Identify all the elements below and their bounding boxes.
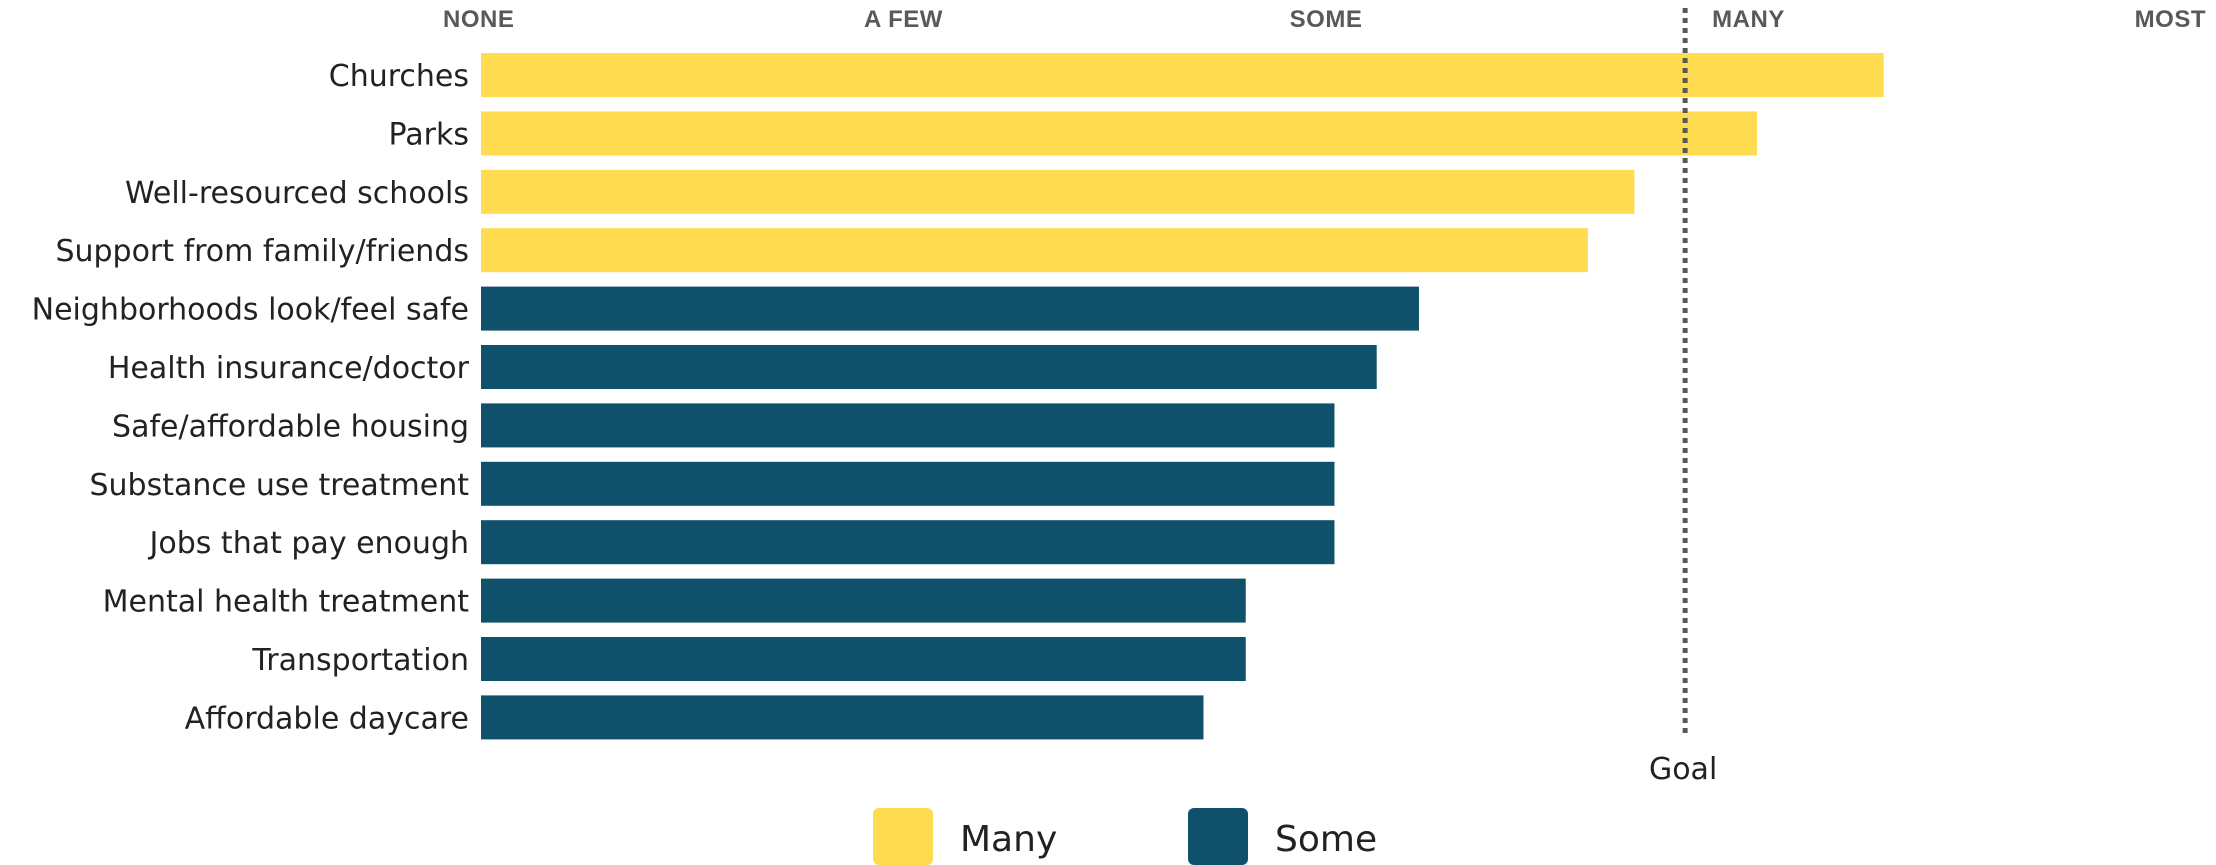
bar bbox=[481, 111, 1757, 156]
legend-label: Many bbox=[960, 819, 1057, 860]
bar bbox=[481, 403, 1335, 448]
category-label: Support from family/friends bbox=[55, 234, 469, 269]
bar bbox=[481, 695, 1204, 740]
bar bbox=[481, 286, 1419, 331]
category-label: Parks bbox=[389, 117, 469, 152]
legend-label: Some bbox=[1275, 819, 1377, 860]
category-label: Neighborhoods look/feel safe bbox=[32, 293, 469, 328]
category-label: Jobs that pay enough bbox=[148, 526, 469, 561]
category-label: Churches bbox=[329, 59, 469, 94]
bar bbox=[481, 228, 1588, 273]
category-label: Substance use treatment bbox=[89, 468, 469, 503]
bar bbox=[481, 169, 1635, 214]
bar bbox=[481, 345, 1377, 389]
bar bbox=[481, 461, 1335, 506]
bar bbox=[481, 53, 1884, 97]
legend-swatch bbox=[873, 808, 933, 865]
bar bbox=[481, 637, 1246, 681]
category-label: Mental health treatment bbox=[103, 585, 470, 620]
bar bbox=[481, 520, 1335, 565]
category-label: Transportation bbox=[251, 643, 469, 678]
goal-label: Goal bbox=[1649, 752, 1717, 787]
legend-swatch bbox=[1188, 808, 1248, 865]
bar bbox=[481, 578, 1246, 623]
x-tick-label: SOME bbox=[1290, 6, 1363, 33]
category-label: Safe/affordable housing bbox=[112, 409, 469, 444]
category-label: Affordable daycare bbox=[185, 701, 469, 736]
x-tick-label: A FEW bbox=[864, 6, 943, 33]
x-tick-label: MANY bbox=[1712, 6, 1785, 33]
category-label: Well-resourced schools bbox=[125, 176, 469, 211]
category-label: Health insurance/doctor bbox=[108, 351, 470, 386]
x-tick-label: MOST bbox=[2135, 6, 2206, 33]
x-tick-label: NONE bbox=[443, 6, 514, 33]
